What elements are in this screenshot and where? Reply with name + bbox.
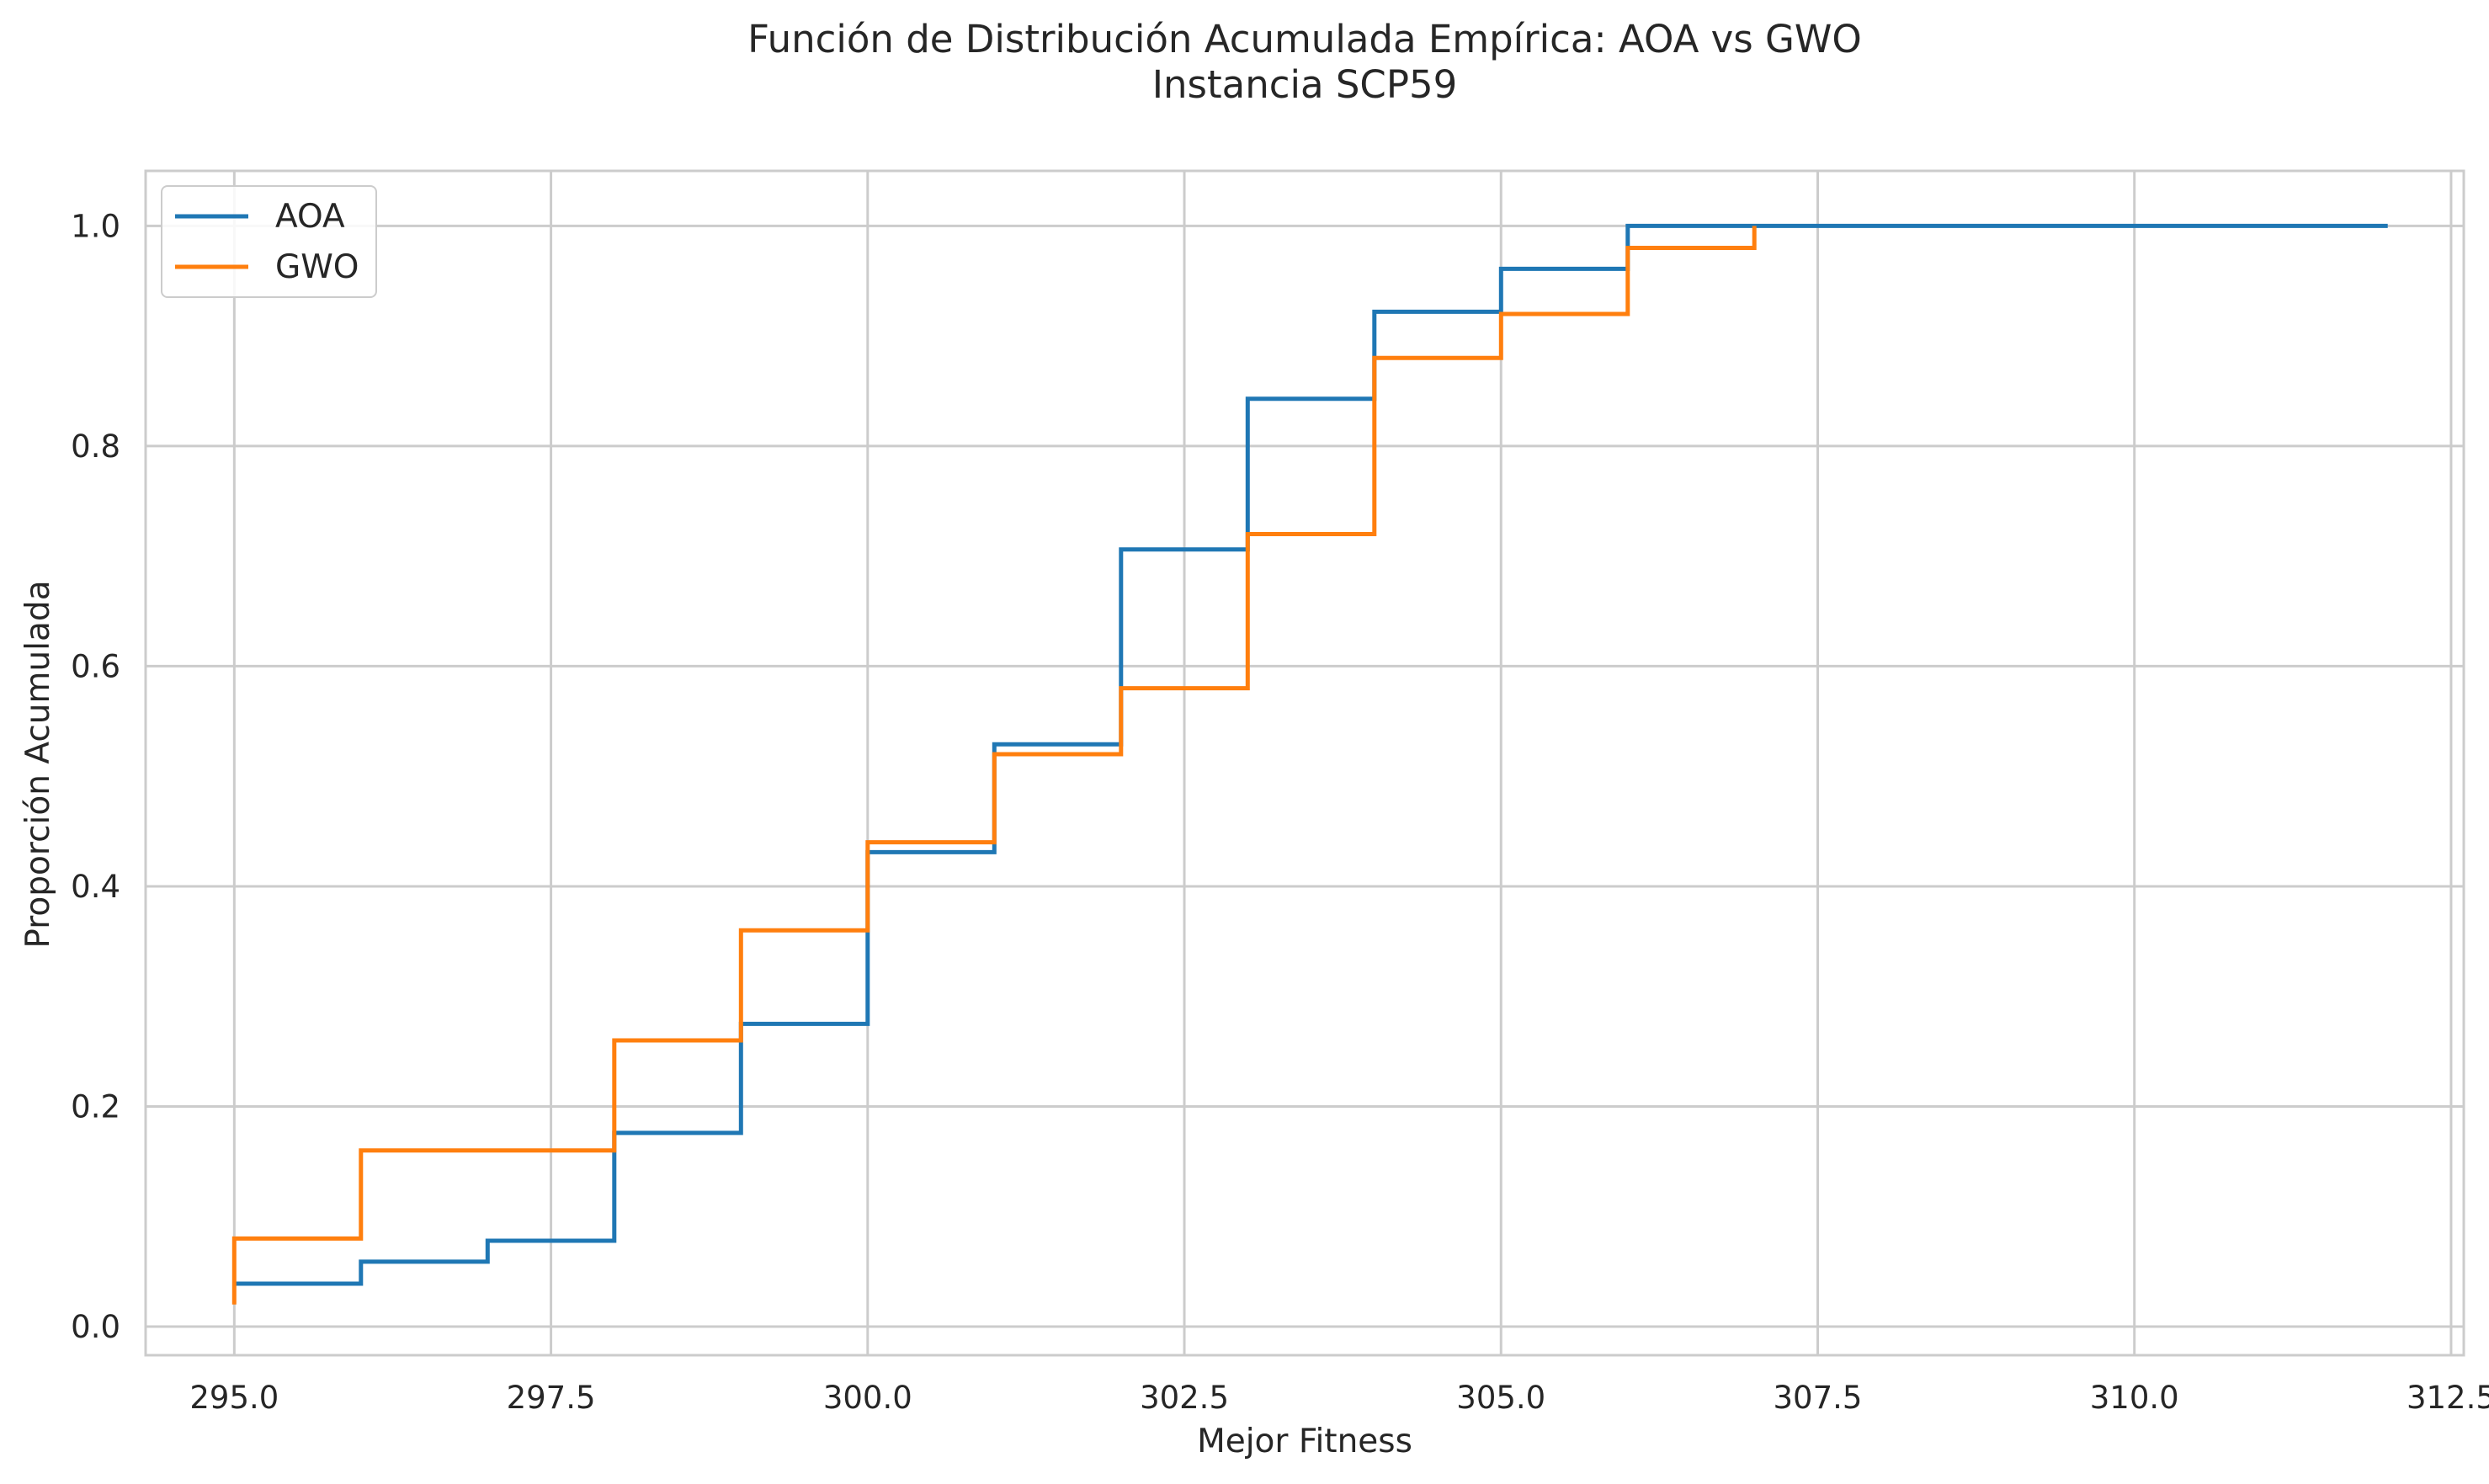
series-line-gwo: [231, 226, 1757, 1305]
y-tick-label: 1.0: [71, 208, 120, 244]
x-tick-label: 297.5: [507, 1380, 596, 1416]
y-tick-label: 0.2: [71, 1088, 120, 1125]
series-layer: [231, 223, 2388, 1305]
legend: AOA GWO: [161, 185, 377, 298]
x-tick-label: 295.0: [189, 1380, 279, 1416]
chart-title: Función de Distribución Acumulada Empíri…: [747, 17, 1862, 61]
tick-labels: 295.0 297.5 300.0 302.5 305.0 307.5 310.0 312.5…: [71, 208, 2489, 1416]
grid: [146, 171, 2464, 1355]
legend-label-aoa: AOA: [275, 198, 345, 236]
series-line-aoa: [234, 223, 2388, 1286]
y-tick-label: 0.6: [71, 648, 120, 684]
x-tick-label: 300.0: [823, 1380, 912, 1416]
y-tick-label: 0.4: [71, 869, 120, 905]
x-tick-label: 312.5: [2407, 1380, 2489, 1416]
y-tick-label: 0.0: [71, 1309, 120, 1345]
plot-frame: [144, 169, 2465, 1357]
x-axis-label: Mejor Fitness: [1197, 1423, 1412, 1460]
x-tick-label: 302.5: [1140, 1380, 1229, 1416]
chart-subtitle: Instancia SCP59: [1152, 62, 1457, 107]
x-tick-label: 310.0: [2090, 1380, 2179, 1416]
legend-box: [161, 185, 377, 298]
x-tick-label: 307.5: [1774, 1380, 1863, 1416]
legend-label-gwo: GWO: [275, 248, 359, 286]
x-tick-label: 305.0: [1456, 1380, 1545, 1416]
y-axis-label: Proporción Acumulada: [19, 580, 57, 948]
y-tick-label: 0.8: [71, 428, 120, 465]
